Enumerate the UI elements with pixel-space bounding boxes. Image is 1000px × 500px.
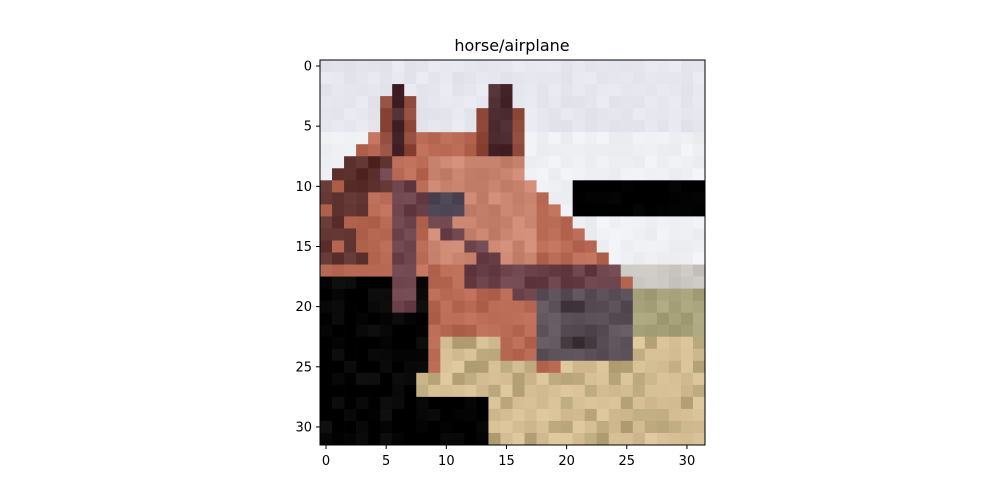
x-tick-label: 30	[679, 454, 696, 469]
x-tick-label: 0	[322, 454, 330, 469]
x-tick-label: 15	[498, 454, 515, 469]
pixel-image	[320, 60, 706, 446]
y-tick-label: 15	[295, 240, 312, 255]
x-tick-label: 25	[619, 454, 636, 469]
plot-title: horse/airplane	[454, 36, 569, 55]
y-tick-label: 10	[295, 180, 312, 195]
y-tick-label: 25	[295, 360, 312, 375]
y-tick-label: 30	[295, 420, 312, 435]
axes-frame	[319, 59, 706, 446]
x-tick-label: 5	[382, 454, 390, 469]
y-tick-label: 5	[304, 120, 312, 135]
y-axis: 0 5 10 15 20 25 30	[295, 60, 320, 435]
y-tick-label: 0	[304, 60, 312, 75]
x-axis: 0 5 10 15 20 25 30	[322, 445, 695, 469]
x-tick-label: 10	[438, 454, 455, 469]
x-tick-label: 20	[558, 454, 575, 469]
y-tick-label: 20	[295, 300, 312, 315]
